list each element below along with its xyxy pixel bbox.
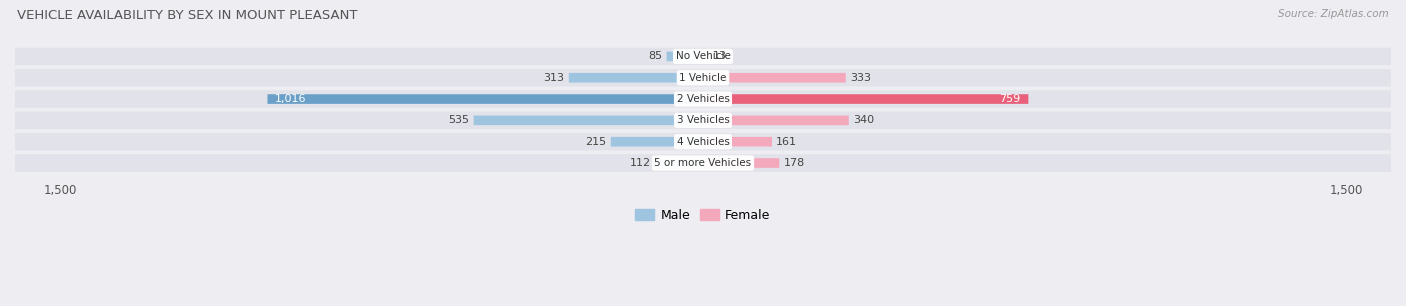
Text: 3 Vehicles: 3 Vehicles: [676, 115, 730, 125]
FancyBboxPatch shape: [569, 73, 703, 83]
FancyBboxPatch shape: [703, 94, 1028, 104]
Text: VEHICLE AVAILABILITY BY SEX IN MOUNT PLEASANT: VEHICLE AVAILABILITY BY SEX IN MOUNT PLE…: [17, 9, 357, 22]
FancyBboxPatch shape: [703, 52, 709, 61]
Text: Source: ZipAtlas.com: Source: ZipAtlas.com: [1278, 9, 1389, 19]
FancyBboxPatch shape: [703, 116, 849, 125]
Text: 13: 13: [713, 51, 727, 62]
Text: 112: 112: [630, 158, 651, 168]
Text: 313: 313: [544, 73, 565, 83]
FancyBboxPatch shape: [655, 158, 703, 168]
Text: 85: 85: [648, 51, 662, 62]
Legend: Male, Female: Male, Female: [630, 204, 776, 227]
Text: 1,016: 1,016: [276, 94, 307, 104]
FancyBboxPatch shape: [703, 73, 846, 83]
FancyBboxPatch shape: [267, 94, 703, 104]
Text: 161: 161: [776, 137, 797, 147]
Text: 2 Vehicles: 2 Vehicles: [676, 94, 730, 104]
FancyBboxPatch shape: [15, 112, 1391, 129]
FancyBboxPatch shape: [15, 69, 1391, 87]
Text: 1 Vehicle: 1 Vehicle: [679, 73, 727, 83]
FancyBboxPatch shape: [15, 154, 1391, 172]
FancyBboxPatch shape: [666, 52, 703, 61]
FancyBboxPatch shape: [15, 48, 1391, 65]
FancyBboxPatch shape: [703, 137, 772, 147]
Text: 340: 340: [853, 115, 875, 125]
FancyBboxPatch shape: [474, 116, 703, 125]
FancyBboxPatch shape: [703, 158, 779, 168]
FancyBboxPatch shape: [15, 133, 1391, 151]
FancyBboxPatch shape: [15, 90, 1391, 108]
Text: 215: 215: [585, 137, 606, 147]
Text: 178: 178: [783, 158, 804, 168]
Text: 333: 333: [851, 73, 872, 83]
Text: 4 Vehicles: 4 Vehicles: [676, 137, 730, 147]
FancyBboxPatch shape: [610, 137, 703, 147]
Text: No Vehicle: No Vehicle: [675, 51, 731, 62]
Text: 535: 535: [449, 115, 470, 125]
Text: 759: 759: [1000, 94, 1021, 104]
Text: 5 or more Vehicles: 5 or more Vehicles: [654, 158, 752, 168]
